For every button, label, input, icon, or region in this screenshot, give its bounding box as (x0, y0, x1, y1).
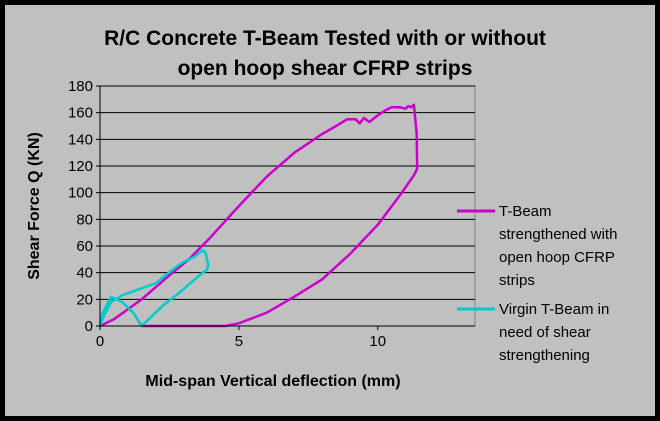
y-tick-label: 40 (76, 265, 93, 282)
series-line-2 (98, 248, 210, 328)
y-tick-label: 100 (68, 185, 93, 202)
plot-area (99, 85, 476, 327)
x-tick-label: 5 (235, 333, 243, 350)
x-tick-label: 0 (96, 333, 104, 350)
chart-svg: R/C Concrete T-Beam Tested with or witho… (26, 27, 617, 390)
legend-label-line: strengthening (499, 347, 590, 364)
series-lines (98, 103, 419, 328)
legend-label-line: Virgin T-Beam in (499, 301, 609, 318)
gridlines (100, 85, 475, 300)
y-tick-label: 80 (76, 211, 93, 228)
y-tick-label: 20 (76, 291, 93, 308)
chart-title-line: R/C Concrete T-Beam Tested with or witho… (104, 27, 546, 50)
chart-frame: R/C Concrete T-Beam Tested with or witho… (5, 5, 655, 416)
x-axis-ticks: 0 5 10 (96, 326, 386, 350)
chart-title-line: open hoop shear CFRP strips (178, 57, 473, 80)
axes (99, 86, 475, 327)
y-axis-label: Shear Force Q (KN) (26, 132, 43, 280)
y-tick-label: 120 (68, 158, 93, 175)
legend-label-line: strips (499, 272, 535, 289)
legend-label-line: open hoop CFRP (499, 249, 615, 266)
chart-title: R/C Concrete T-Beam Tested with or witho… (104, 27, 546, 80)
legend-label-line: T-Beam (499, 203, 552, 220)
y-tick-label: 140 (68, 131, 93, 148)
legend: T-Beam strengthened with open hoop CFRP str… (457, 203, 617, 364)
legend-label-line: need of shear (499, 324, 591, 341)
y-tick-label: 60 (76, 238, 93, 255)
y-tick-label: 0 (85, 318, 93, 335)
x-axis-label: Mid-span Vertical deflection (mm) (145, 373, 400, 390)
y-axis-ticks: 0 20 40 60 80 100 120 140 160 180 (68, 78, 100, 335)
y-tick-label: 180 (68, 78, 93, 95)
legend-label-line: strengthened with (499, 226, 617, 243)
x-tick-label: 10 (369, 333, 386, 350)
series-line-1 (99, 103, 419, 328)
y-tick-label: 160 (68, 105, 93, 122)
